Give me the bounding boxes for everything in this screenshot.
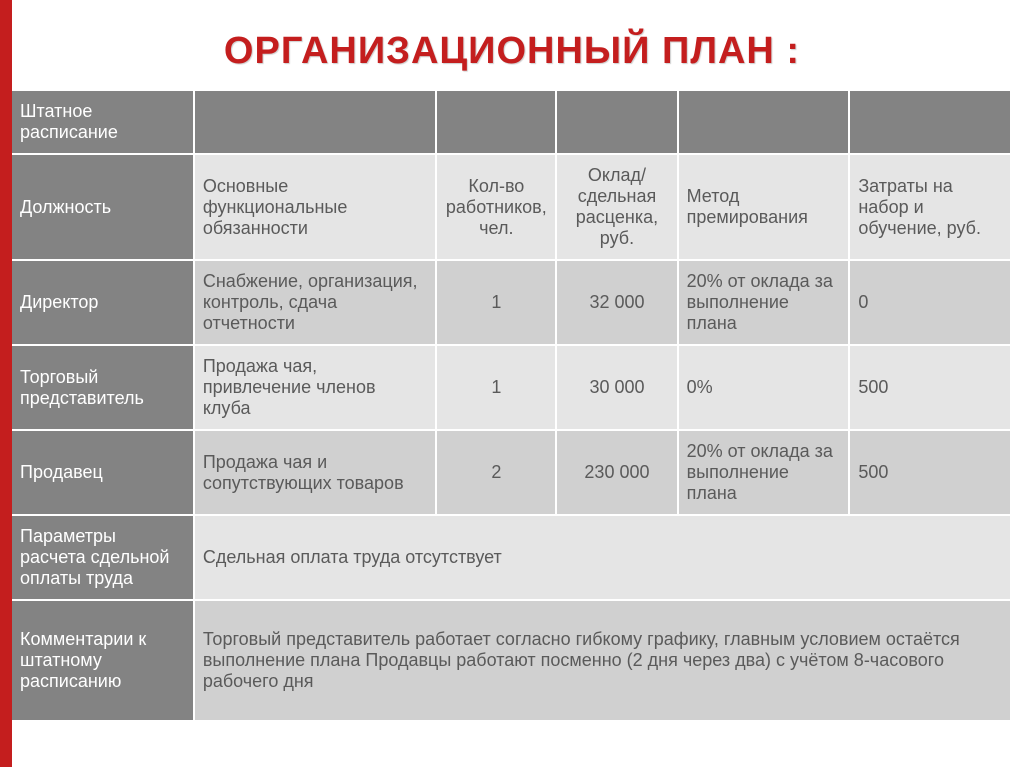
col-header: Затраты на набор и обучение, руб. bbox=[849, 154, 1011, 260]
cell-bonus: 0% bbox=[678, 345, 850, 430]
table-row: Продавец Продажа чая и сопутствующих тов… bbox=[12, 430, 1011, 515]
cell-count: 1 bbox=[436, 345, 556, 430]
cell-duties: Продажа чая и сопутствующих товаров bbox=[194, 430, 436, 515]
cell-duties: Снабжение, организация, контроль, сдача … bbox=[194, 260, 436, 345]
slide-content: ОРГАНИЗАЦИОННЫЙ ПЛАН : Штатное расписани… bbox=[0, 0, 1024, 742]
cell-position: Продавец bbox=[12, 430, 194, 515]
top-header-empty bbox=[194, 91, 436, 154]
cell-salary: 30 000 bbox=[556, 345, 677, 430]
top-header-empty bbox=[436, 91, 556, 154]
staffing-table: Штатное расписание Должность Основные фу… bbox=[12, 91, 1012, 722]
cell-position: Директор bbox=[12, 260, 194, 345]
cell-training: 500 bbox=[849, 345, 1011, 430]
cell-training: 500 bbox=[849, 430, 1011, 515]
top-header-cell: Штатное расписание bbox=[12, 91, 194, 154]
cell-position: Торговый представитель bbox=[12, 345, 194, 430]
comments-label: Комментарии к штатному расписанию bbox=[12, 600, 194, 721]
col-header: Основные функциональные обязанности bbox=[194, 154, 436, 260]
col-header: Должность bbox=[12, 154, 194, 260]
table-piecework-row: Параметры расчета сдельной оплаты труда … bbox=[12, 515, 1011, 600]
col-header: Кол-во работников, чел. bbox=[436, 154, 556, 260]
table-comments-row: Комментарии к штатному расписанию Торгов… bbox=[12, 600, 1011, 721]
table-top-header-row: Штатное расписание bbox=[12, 91, 1011, 154]
cell-training: 0 bbox=[849, 260, 1011, 345]
page-title: ОРГАНИЗАЦИОННЫЙ ПЛАН : bbox=[12, 30, 1012, 73]
table-row: Торговый представитель Продажа чая, прив… bbox=[12, 345, 1011, 430]
top-header-empty bbox=[678, 91, 850, 154]
top-header-empty bbox=[849, 91, 1011, 154]
cell-bonus: 20% от оклада за выполнение плана bbox=[678, 260, 850, 345]
cell-salary: 230 000 bbox=[556, 430, 677, 515]
cell-salary: 32 000 bbox=[556, 260, 677, 345]
cell-count: 1 bbox=[436, 260, 556, 345]
comments-value: Торговый представитель работает согласно… bbox=[194, 600, 1011, 721]
piecework-value: Сдельная оплата труда отсутствует bbox=[194, 515, 1011, 600]
piecework-label: Параметры расчета сдельной оплаты труда bbox=[12, 515, 194, 600]
table-column-header-row: Должность Основные функциональные обязан… bbox=[12, 154, 1011, 260]
col-header: Метод премирования bbox=[678, 154, 850, 260]
col-header: Оклад/ сдельная расценка, руб. bbox=[556, 154, 677, 260]
cell-duties: Продажа чая, привлечение членов клуба bbox=[194, 345, 436, 430]
table-row: Директор Снабжение, организация, контрол… bbox=[12, 260, 1011, 345]
top-header-empty bbox=[556, 91, 677, 154]
accent-bar bbox=[0, 0, 12, 767]
cell-bonus: 20% от оклада за выполнение плана bbox=[678, 430, 850, 515]
cell-count: 2 bbox=[436, 430, 556, 515]
